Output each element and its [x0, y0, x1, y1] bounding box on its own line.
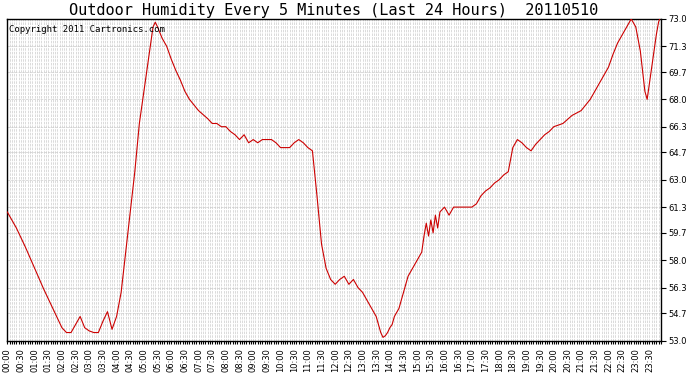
Text: Copyright 2011 Cartronics.com: Copyright 2011 Cartronics.com — [8, 26, 164, 34]
Title: Outdoor Humidity Every 5 Minutes (Last 24 Hours)  20110510: Outdoor Humidity Every 5 Minutes (Last 2… — [70, 3, 599, 18]
